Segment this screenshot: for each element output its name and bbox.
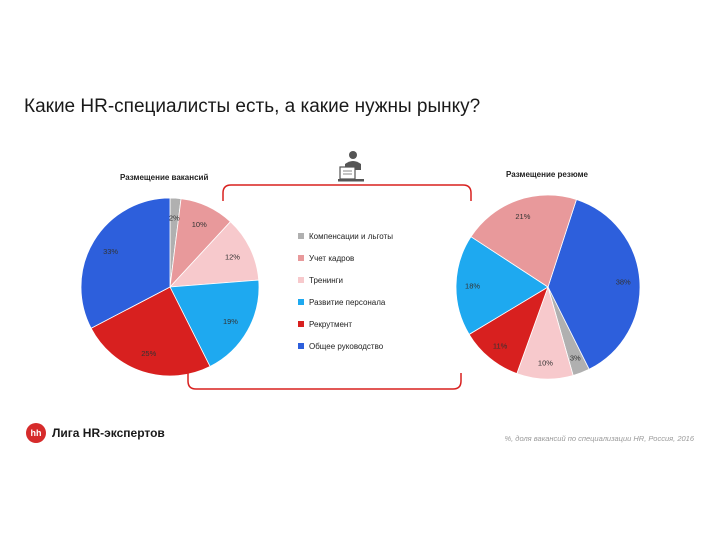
- hh-logo-icon: hh: [26, 423, 46, 443]
- pie-slice: [169, 221, 260, 288]
- legend-swatch: [298, 343, 304, 349]
- pie-slice: [455, 236, 549, 335]
- slice-value-label: 38%: [616, 277, 631, 286]
- legend-item: Общее руководство: [298, 335, 393, 357]
- page-title: Какие HR-специалисты есть, а какие нужны…: [24, 96, 481, 117]
- left-chart-title: Размещение вакансий: [120, 173, 209, 182]
- legend-swatch: [298, 255, 304, 261]
- legend-item: Компенсации и льготы: [298, 225, 393, 247]
- legend-label: Общее руководство: [309, 341, 384, 351]
- pie-slice: [90, 286, 211, 377]
- legend-item: Рекрутмент: [298, 313, 393, 335]
- slice-value-label: 10%: [192, 220, 207, 229]
- right-chart-title: Размещение резюме: [506, 170, 588, 179]
- slice-value-label: 12%: [225, 253, 240, 262]
- bottom-bracket: [187, 373, 462, 390]
- chart-legend: Компенсации и льготы Учет кадров Тренинг…: [298, 225, 393, 357]
- legend-swatch: [298, 299, 304, 305]
- slice-value-label: 2%: [169, 214, 180, 223]
- pie-slice: [470, 194, 577, 288]
- brand-name: Лига HR-экспертов: [52, 426, 165, 440]
- legend-label: Учет кадров: [309, 253, 355, 263]
- legend-swatch: [298, 277, 304, 283]
- slice-value-label: 25%: [141, 349, 156, 358]
- source-footnote: %, доля вакансий по специализации HR, Ро…: [504, 434, 694, 443]
- legend-label: Рекрутмент: [309, 319, 352, 329]
- slice-value-label: 19%: [223, 317, 238, 326]
- legend-swatch: [298, 321, 304, 327]
- slice-value-label: 21%: [515, 212, 530, 221]
- pie-slice: [80, 197, 171, 329]
- legend-item: Развитие персонала: [298, 291, 393, 313]
- slice-value-label: 10%: [538, 358, 553, 367]
- slice-value-label: 3%: [570, 353, 581, 362]
- slice-value-label: 11%: [493, 341, 508, 350]
- legend-item: Учет кадров: [298, 247, 393, 269]
- pie-slice: [547, 198, 641, 370]
- top-bracket: [222, 184, 472, 201]
- legend-label: Развитие персонала: [309, 297, 386, 307]
- legend-item: Тренинги: [298, 269, 393, 291]
- slice-value-label: 18%: [465, 282, 480, 291]
- brand[interactable]: hh Лига HR-экспертов: [26, 423, 165, 443]
- pie-slice: [169, 279, 260, 368]
- legend-label: Компенсации и льготы: [309, 231, 393, 241]
- slice-value-label: 33%: [103, 247, 118, 256]
- resumes-pie-chart: 38% 3% 10% 11% 18% 21%: [455, 194, 641, 380]
- legend-label: Тренинги: [309, 275, 344, 285]
- vacancies-pie-chart: 2% 10% 12% 19% 25% 33%: [80, 197, 260, 377]
- legend-swatch: [298, 233, 304, 239]
- person-at-desk-icon: [338, 151, 364, 182]
